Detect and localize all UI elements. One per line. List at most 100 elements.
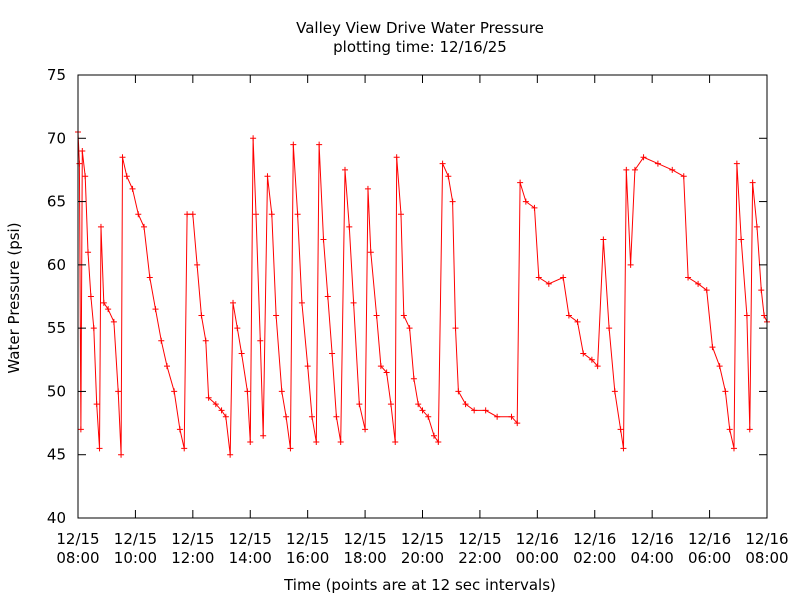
data-point-marker xyxy=(611,388,618,395)
data-point-marker xyxy=(189,211,196,218)
data-point-marker xyxy=(620,445,627,452)
x-tick-date: 12/15 xyxy=(343,530,386,548)
data-point-marker xyxy=(176,426,183,433)
x-tick-time: 22:00 xyxy=(458,549,501,567)
data-point-marker xyxy=(482,407,489,414)
data-point-marker xyxy=(298,299,305,306)
data-point-marker xyxy=(129,185,136,192)
data-point-marker xyxy=(367,249,374,256)
x-tick-time: 04:00 xyxy=(631,549,674,567)
data-point-marker xyxy=(290,141,297,148)
x-tick-time: 12:00 xyxy=(171,549,214,567)
data-point-marker xyxy=(400,312,407,319)
data-point-marker xyxy=(695,280,702,287)
data-point-marker xyxy=(202,337,209,344)
data-point-marker xyxy=(184,211,191,218)
data-point-marker xyxy=(594,363,601,370)
x-tick-time: 08:00 xyxy=(56,549,99,567)
data-point-marker xyxy=(415,401,422,408)
series-line xyxy=(77,131,768,455)
y-axis-label: Water Pressure (psi) xyxy=(5,222,23,373)
data-point-marker xyxy=(560,274,567,281)
data-point-marker xyxy=(373,312,380,319)
x-tick-date: 12/15 xyxy=(401,530,444,548)
data-point-marker xyxy=(93,401,100,408)
x-tick-time: 08:00 xyxy=(745,549,788,567)
data-point-marker xyxy=(141,223,148,230)
x-tick-date: 12/15 xyxy=(56,530,99,548)
x-tick-time: 02:00 xyxy=(573,549,616,567)
data-point-marker xyxy=(410,375,417,382)
data-point-marker xyxy=(313,439,320,446)
data-point-marker xyxy=(508,413,515,420)
data-point-marker xyxy=(680,173,687,180)
series-layer xyxy=(75,128,770,458)
data-point-marker xyxy=(392,439,399,446)
data-point-marker xyxy=(181,445,188,452)
data-point-marker xyxy=(531,204,538,211)
data-point-marker xyxy=(341,166,348,173)
data-point-marker xyxy=(260,432,267,439)
data-point-marker xyxy=(110,318,117,325)
data-point-marker xyxy=(77,426,84,433)
plot-frame xyxy=(77,74,768,519)
data-point-marker xyxy=(743,312,750,319)
x-tick-time: 14:00 xyxy=(229,549,272,567)
data-point-marker xyxy=(383,369,390,376)
data-point-marker xyxy=(623,166,630,173)
data-point-marker xyxy=(565,312,572,319)
data-point-marker xyxy=(462,401,469,408)
data-point-marker xyxy=(146,274,153,281)
data-point-marker xyxy=(522,198,529,205)
data-point-marker xyxy=(252,211,259,218)
data-point-marker xyxy=(350,299,357,306)
data-point-marker xyxy=(268,211,275,218)
data-point-marker xyxy=(346,223,353,230)
data-point-marker xyxy=(631,166,638,173)
data-point-marker xyxy=(105,306,112,313)
data-point-marker xyxy=(445,173,452,180)
x-tick-date: 12/16 xyxy=(573,530,616,548)
data-point-marker xyxy=(535,274,542,281)
data-point-marker xyxy=(449,198,456,205)
data-point-marker xyxy=(97,223,104,230)
data-point-marker xyxy=(617,426,624,433)
x-tick-date: 12/15 xyxy=(171,530,214,548)
x-tick-time: 10:00 xyxy=(114,549,157,567)
data-point-marker xyxy=(163,363,170,370)
data-point-marker xyxy=(118,451,125,458)
data-point-marker xyxy=(393,154,400,161)
data-point-marker xyxy=(316,141,323,148)
data-point-marker xyxy=(419,407,426,414)
data-point-marker xyxy=(738,236,745,243)
data-point-marker xyxy=(273,312,280,319)
data-point-marker xyxy=(580,350,587,357)
data-point-marker xyxy=(250,135,257,142)
data-point-marker xyxy=(218,407,225,414)
data-point-marker xyxy=(257,337,264,344)
data-point-marker xyxy=(669,166,676,173)
data-point-marker xyxy=(761,312,768,319)
x-tick-time: 00:00 xyxy=(516,549,559,567)
x-tick-time: 18:00 xyxy=(343,549,386,567)
data-point-marker xyxy=(439,160,446,167)
data-point-marker xyxy=(588,356,595,363)
data-point-marker xyxy=(85,249,92,256)
x-tick-date: 12/15 xyxy=(229,530,272,548)
y-tick-label: 65 xyxy=(47,193,66,211)
data-point-marker xyxy=(205,394,212,401)
data-point-marker xyxy=(654,160,661,167)
y-tick-label: 75 xyxy=(47,66,66,84)
data-point-marker xyxy=(514,420,521,427)
data-point-marker xyxy=(87,293,94,300)
x-tick-date: 12/16 xyxy=(745,530,788,548)
data-point-marker xyxy=(356,401,363,408)
data-point-marker xyxy=(726,426,733,433)
data-point-marker xyxy=(283,413,290,420)
y-tick-label: 70 xyxy=(47,129,66,147)
data-point-marker xyxy=(238,350,245,357)
data-point-marker xyxy=(749,179,756,186)
data-point-marker xyxy=(627,261,634,268)
x-tick-time: 06:00 xyxy=(688,549,731,567)
